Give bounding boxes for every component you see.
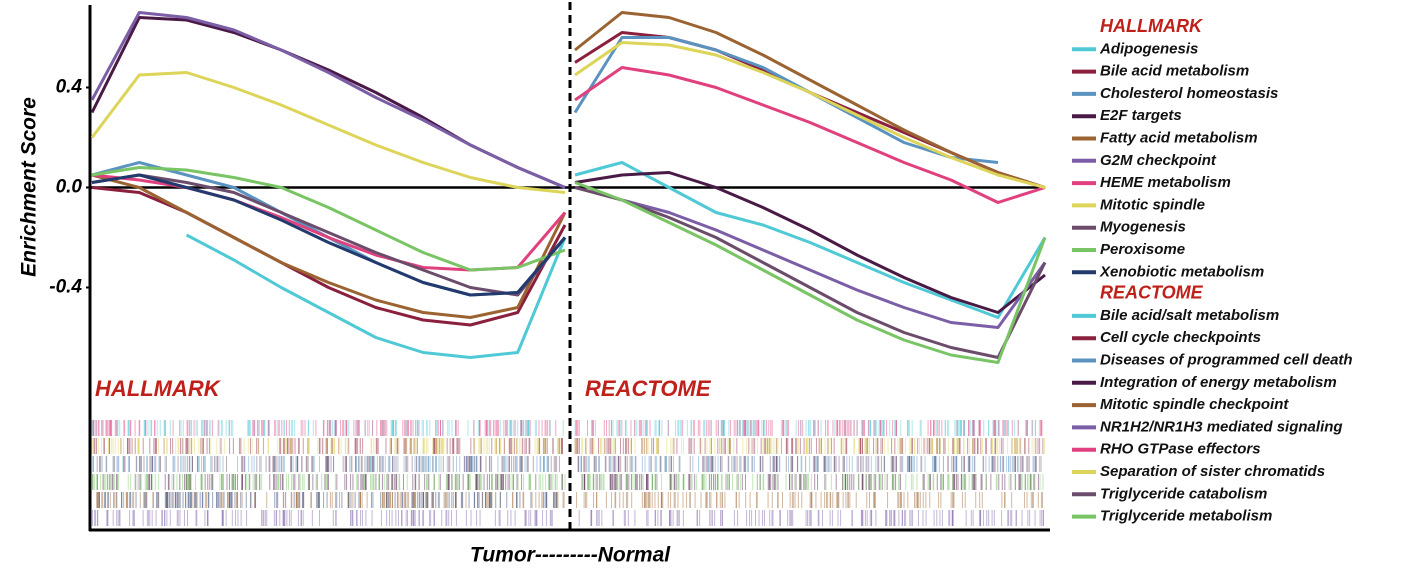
legend-label: Cholesterol homeostasis xyxy=(1100,85,1278,102)
enrichment-line xyxy=(574,31,1046,189)
legend-header: REACTOME xyxy=(1100,282,1204,302)
enrichment-line xyxy=(91,173,567,297)
legend-label: RHO GTPase effectors xyxy=(1100,441,1261,458)
enrichment-line xyxy=(574,171,1046,314)
y-tick-label: 0.4 xyxy=(56,77,83,98)
legend-label: Bile acid/salt metabolism xyxy=(1100,307,1279,324)
enrichment-line xyxy=(90,16,566,189)
legend-label: Adipogenesis xyxy=(1099,40,1198,57)
enrichment-line xyxy=(91,173,567,297)
barcode xyxy=(91,420,566,526)
legend-label: Triglyceride catabolism xyxy=(1100,485,1267,502)
legend-label: Diseases of programmed cell death xyxy=(1100,351,1353,368)
enrichment-line xyxy=(621,198,1047,329)
legend-label: Separation of sister chromatids xyxy=(1100,463,1325,480)
legend-header: HALLMARK xyxy=(1100,16,1204,36)
y-tick-label: 0.0 xyxy=(56,177,83,198)
y-axis-label: Enrichment Score xyxy=(18,97,41,277)
legend-label: Bile acid metabolism xyxy=(1100,63,1249,80)
legend-label: Mitotic spindle checkpoint xyxy=(1100,396,1289,413)
enrichment-line xyxy=(574,41,1046,189)
legend-label: Myogenesis xyxy=(1100,219,1186,236)
legend-label: Peroxisome xyxy=(1100,241,1185,258)
legend-label: Mitotic spindle xyxy=(1100,196,1205,213)
enrichment-line xyxy=(574,186,1047,359)
x-axis-label: Tumor---------Normal xyxy=(470,544,671,567)
enrichment-line xyxy=(91,166,566,272)
enrichment-line xyxy=(90,11,566,189)
enrichment-line xyxy=(574,161,1047,319)
legend-label: G2M checkpoint xyxy=(1100,152,1217,169)
barcode xyxy=(574,420,1046,526)
y-tick-label: -0.4 xyxy=(49,277,82,298)
enrichment-line xyxy=(91,173,567,272)
enrichment-line xyxy=(574,11,1046,189)
enrichment-line xyxy=(185,233,567,359)
legend-label: HEME metabolism xyxy=(1100,174,1231,191)
legend-label: E2F targets xyxy=(1100,107,1182,124)
legend-label: Fatty acid metabolism xyxy=(1100,129,1258,146)
enrichment-line xyxy=(91,173,567,319)
panel-label: HALLMARK xyxy=(95,376,222,401)
enrichment-line xyxy=(573,36,999,164)
legend-label: Triglyceride metabolism xyxy=(1100,508,1272,525)
enrichment-line xyxy=(574,181,1047,364)
legend-label: Integration of energy metabolism xyxy=(1100,374,1337,391)
legend-label: Cell cycle checkpoints xyxy=(1100,329,1261,346)
panel-label: REACTOME xyxy=(585,376,712,401)
enrichment-line xyxy=(574,66,1046,204)
enrichment-line xyxy=(90,71,566,194)
legend-label: Xenobiotic metabolism xyxy=(1099,263,1264,280)
legend-label: NR1H2/NR1H3 mediated signaling xyxy=(1100,418,1343,435)
